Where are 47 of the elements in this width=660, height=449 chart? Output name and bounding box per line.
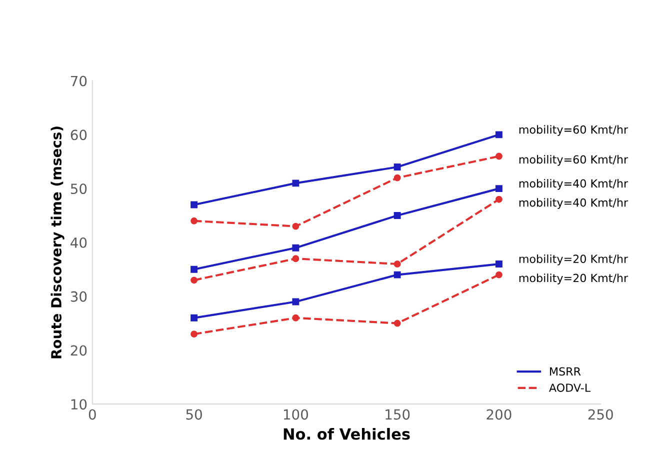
point — [394, 164, 401, 170]
annotation: mobility=20 Kmt/hr — [519, 274, 628, 284]
legend-label: AODV-L — [549, 384, 591, 392]
point — [190, 201, 198, 208]
point — [190, 266, 198, 273]
x-tick-label: 150 — [386, 409, 410, 420]
point — [292, 180, 300, 187]
point — [190, 217, 198, 224]
point — [292, 255, 300, 262]
point — [394, 271, 401, 278]
annotation: mobility=20 Kmt/hr — [519, 254, 628, 266]
x-axis-title: No. of Vehicles — [284, 428, 410, 440]
y-tick-label: 50 — [70, 184, 87, 194]
point — [394, 174, 401, 182]
x-tick-label: 100 — [284, 409, 308, 420]
x-tick-label: 0 — [88, 409, 96, 420]
y-tick-label: 70 — [71, 76, 87, 86]
point — [495, 131, 502, 138]
point — [190, 330, 198, 338]
point — [292, 244, 300, 252]
x-tick-label: 250 — [588, 409, 613, 420]
y-tick-label: 20 — [70, 345, 87, 356]
point — [292, 298, 300, 306]
annotation: mobility=60 Kmt/hr — [519, 155, 628, 166]
annotation: mobility=40 Kmt/hr — [519, 198, 628, 209]
y-axis-title: Route Discovery time (msecs) — [50, 126, 64, 358]
y-tick-label: 10 — [71, 399, 87, 410]
x-tick-label: 50 — [186, 409, 202, 420]
point — [190, 276, 198, 284]
point — [394, 320, 401, 327]
point — [495, 185, 502, 192]
point — [495, 152, 502, 160]
x-tick-label: 200 — [486, 409, 512, 420]
point — [292, 222, 300, 230]
y-tick-label: 30 — [70, 291, 87, 302]
y-tick-label: 40 — [70, 237, 87, 248]
annotation: mobility=40 Kmt/hr — [519, 179, 628, 190]
point — [495, 260, 502, 268]
point — [292, 314, 300, 322]
point — [495, 196, 502, 203]
point — [394, 260, 401, 268]
point — [495, 271, 502, 278]
annotation: mobility=60 Kmt/hr — [519, 125, 628, 136]
point — [190, 314, 198, 322]
point — [394, 212, 401, 219]
legend-label: MSRR — [550, 367, 581, 376]
y-tick-label: 60 — [70, 130, 87, 140]
